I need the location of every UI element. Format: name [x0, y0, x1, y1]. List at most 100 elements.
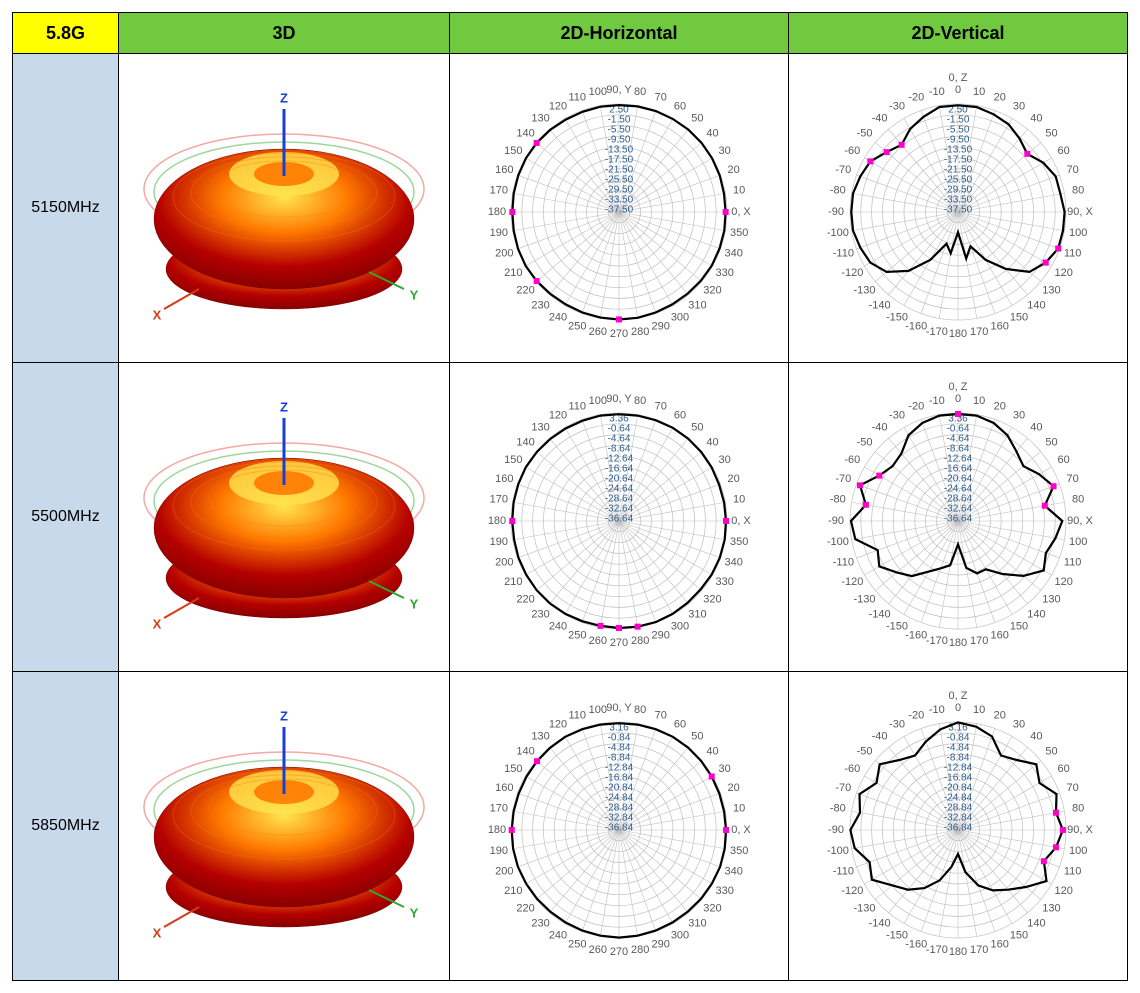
- svg-text:-90: -90: [828, 824, 844, 836]
- svg-text:320: 320: [703, 593, 721, 605]
- svg-text:90, Y: 90, Y: [606, 702, 632, 714]
- svg-text:110: 110: [1064, 866, 1082, 878]
- svg-text:20: 20: [994, 91, 1006, 103]
- svg-text:100: 100: [1069, 536, 1087, 548]
- svg-text:150: 150: [504, 145, 522, 157]
- svg-text:0, X: 0, X: [731, 206, 751, 218]
- svg-text:100: 100: [589, 86, 607, 98]
- svg-text:170: 170: [490, 185, 508, 197]
- svg-text:130: 130: [531, 421, 549, 433]
- svg-text:20: 20: [994, 400, 1006, 412]
- svg-text:310: 310: [688, 608, 706, 620]
- svg-text:70: 70: [655, 91, 667, 103]
- svg-text:20: 20: [728, 164, 740, 176]
- header-2d-v: 2D-Vertical: [789, 13, 1128, 54]
- svg-text:30: 30: [719, 145, 731, 157]
- svg-text:-150: -150: [886, 930, 908, 942]
- svg-text:130: 130: [1042, 593, 1060, 605]
- svg-text:130: 130: [1042, 284, 1060, 296]
- svg-text:150: 150: [1010, 930, 1028, 942]
- svg-text:320: 320: [703, 902, 721, 914]
- svg-text:-60: -60: [844, 145, 860, 157]
- svg-text:110: 110: [1064, 557, 1082, 569]
- svg-text:Z: Z: [280, 90, 288, 105]
- svg-text:-140: -140: [869, 917, 891, 929]
- svg-text:310: 310: [688, 299, 706, 311]
- pattern-2d-horizontal: 90, Y80706050403020100, X350340330320310…: [450, 672, 789, 981]
- svg-text:60: 60: [1058, 145, 1070, 157]
- pattern-3d: ZXY: [119, 672, 450, 981]
- svg-text:190: 190: [490, 845, 508, 857]
- svg-text:90, X: 90, X: [1067, 515, 1093, 527]
- svg-text:70: 70: [1067, 164, 1079, 176]
- svg-text:200: 200: [495, 866, 513, 878]
- svg-text:-10: -10: [929, 86, 945, 98]
- svg-text:80: 80: [634, 395, 646, 407]
- svg-text:-170: -170: [926, 326, 948, 338]
- svg-text:20: 20: [728, 782, 740, 794]
- svg-text:310: 310: [688, 917, 706, 929]
- pattern-2d-vertical: 0102030405060708090, X100110120130140150…: [789, 54, 1128, 363]
- svg-text:60: 60: [1058, 763, 1070, 775]
- radiation-pattern-table: 5.8G 3D 2D-Horizontal 2D-Vertical 5150MH…: [12, 12, 1128, 981]
- svg-text:160: 160: [495, 782, 513, 794]
- svg-text:-60: -60: [844, 763, 860, 775]
- svg-text:70: 70: [1067, 473, 1079, 485]
- svg-text:0, X: 0, X: [731, 824, 751, 836]
- svg-text:140: 140: [1027, 917, 1045, 929]
- svg-text:-50: -50: [857, 745, 873, 757]
- svg-text:80: 80: [634, 704, 646, 716]
- svg-text:150: 150: [504, 454, 522, 466]
- svg-text:-30: -30: [889, 100, 905, 112]
- svg-text:180: 180: [949, 946, 967, 958]
- svg-text:160: 160: [991, 939, 1009, 951]
- svg-text:130: 130: [531, 112, 549, 124]
- svg-text:190: 190: [490, 227, 508, 239]
- svg-text:30: 30: [719, 763, 731, 775]
- svg-text:-40: -40: [872, 730, 888, 742]
- svg-text:80: 80: [634, 86, 646, 98]
- svg-text:X: X: [153, 307, 162, 322]
- svg-text:210: 210: [504, 885, 522, 897]
- svg-text:-170: -170: [926, 635, 948, 647]
- svg-text:-70: -70: [835, 473, 851, 485]
- svg-text:170: 170: [970, 944, 988, 956]
- svg-text:-36.64: -36.64: [944, 514, 973, 525]
- svg-text:80: 80: [1072, 803, 1084, 815]
- svg-text:180: 180: [949, 328, 967, 340]
- svg-text:210: 210: [504, 576, 522, 588]
- svg-text:120: 120: [549, 100, 567, 112]
- svg-text:200: 200: [495, 557, 513, 569]
- svg-text:140: 140: [516, 127, 534, 139]
- svg-text:-70: -70: [835, 164, 851, 176]
- svg-text:40: 40: [706, 127, 718, 139]
- freq-label: 5500MHz: [13, 363, 119, 672]
- svg-text:340: 340: [724, 557, 742, 569]
- svg-text:-10: -10: [929, 395, 945, 407]
- svg-text:-140: -140: [869, 608, 891, 620]
- svg-text:110: 110: [569, 400, 587, 412]
- svg-text:110: 110: [569, 709, 587, 721]
- pattern-2d-vertical: 0102030405060708090, X100110120130140150…: [789, 363, 1128, 672]
- svg-text:290: 290: [652, 939, 670, 951]
- svg-text:50: 50: [1045, 127, 1057, 139]
- svg-text:110: 110: [1064, 248, 1082, 260]
- svg-text:0, Z: 0, Z: [949, 381, 968, 393]
- svg-text:80: 80: [1072, 185, 1084, 197]
- svg-text:-140: -140: [869, 299, 891, 311]
- svg-text:-37.50: -37.50: [944, 205, 973, 216]
- svg-text:-80: -80: [830, 494, 846, 506]
- svg-text:100: 100: [1069, 227, 1087, 239]
- svg-text:0: 0: [955, 84, 961, 96]
- svg-text:50: 50: [1045, 436, 1057, 448]
- svg-text:-110: -110: [833, 248, 854, 260]
- svg-text:-100: -100: [827, 845, 849, 857]
- svg-text:10: 10: [973, 704, 985, 716]
- svg-text:0, Z: 0, Z: [949, 72, 968, 84]
- svg-text:-100: -100: [827, 227, 849, 239]
- svg-text:-40: -40: [872, 421, 888, 433]
- svg-text:250: 250: [568, 630, 586, 642]
- svg-text:350: 350: [730, 845, 748, 857]
- svg-text:230: 230: [531, 608, 549, 620]
- svg-text:10: 10: [973, 395, 985, 407]
